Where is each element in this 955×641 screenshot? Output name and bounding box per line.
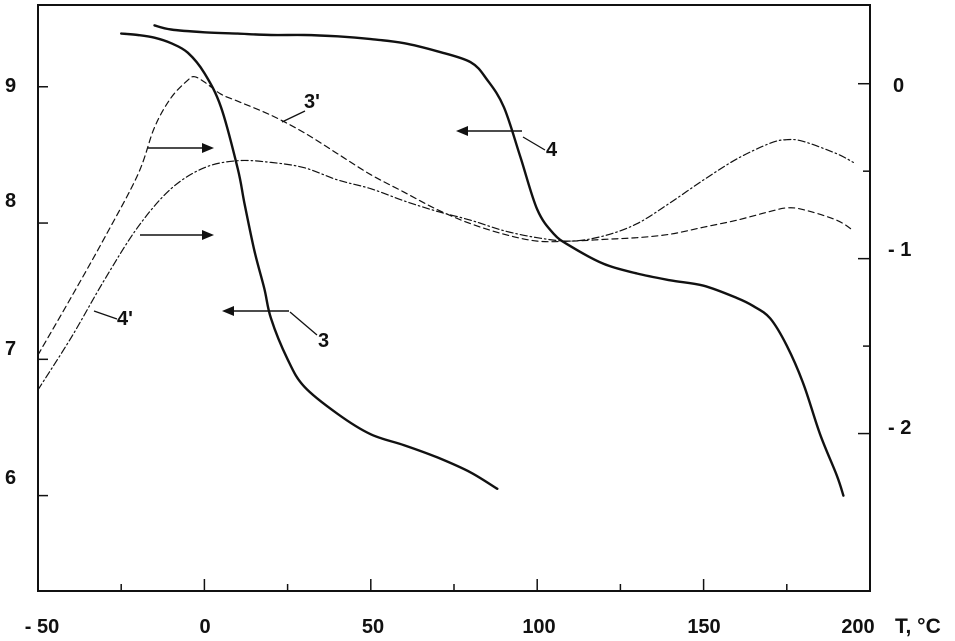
series-line-4-prime <box>37 138 854 391</box>
y-right-tick-label: - 2 <box>888 417 911 439</box>
curve-label-3-text: 3 <box>318 330 329 352</box>
y-left-tick-label: 8 <box>5 190 16 212</box>
y-left-tick-labels: 6 7 8 9 <box>5 75 16 489</box>
x-tick-label: - 50 <box>25 616 59 638</box>
curve-label-4prime-text: 4' <box>117 308 133 330</box>
series-layer <box>37 24 854 497</box>
y-right-axis-ticks <box>858 82 870 435</box>
x-tick-label: 50 <box>362 616 384 638</box>
curve-label-3: 3 <box>289 311 329 352</box>
plot-frame <box>37 4 871 592</box>
x-axis-title: T, °C <box>895 615 941 638</box>
x-axis-tick-labels: - 50 0 50 100 150 200 <box>25 616 875 638</box>
y-left-axis-ticks <box>38 86 48 497</box>
arrow-series-3-to-left-axis <box>222 306 289 316</box>
y-right-tick-labels: 0 - 1 - 2 <box>888 75 911 439</box>
curve-label-3prime: 3' <box>281 91 320 123</box>
curve-label-3prime-text: 3' <box>304 91 320 113</box>
series-line-3 <box>120 32 499 490</box>
arrow-series-4prime-to-right-axis <box>140 230 214 240</box>
arrow-series-4-to-left-axis <box>456 126 522 136</box>
x-axis-ticks <box>37 579 871 591</box>
y-left-tick-label: 9 <box>5 75 16 97</box>
y-left-tick-label: 7 <box>5 338 16 360</box>
y-right-tick-label: 0 <box>893 75 904 97</box>
y-right-tick-label: - 1 <box>888 239 911 261</box>
y-left-tick-label: 6 <box>5 467 16 489</box>
arrow-series-3prime-to-right-axis <box>148 143 214 153</box>
x-tick-label: 0 <box>199 616 210 638</box>
x-tick-label: 200 <box>841 616 874 638</box>
curve-label-4: 4 <box>522 136 558 161</box>
x-tick-label: 150 <box>687 616 720 638</box>
curve-label-4prime: 4' <box>93 308 133 330</box>
series-line-3-prime <box>37 76 854 356</box>
x-tick-label: 100 <box>522 616 555 638</box>
series-line-4 <box>153 24 845 497</box>
curve-label-4-text: 4 <box>546 139 558 161</box>
